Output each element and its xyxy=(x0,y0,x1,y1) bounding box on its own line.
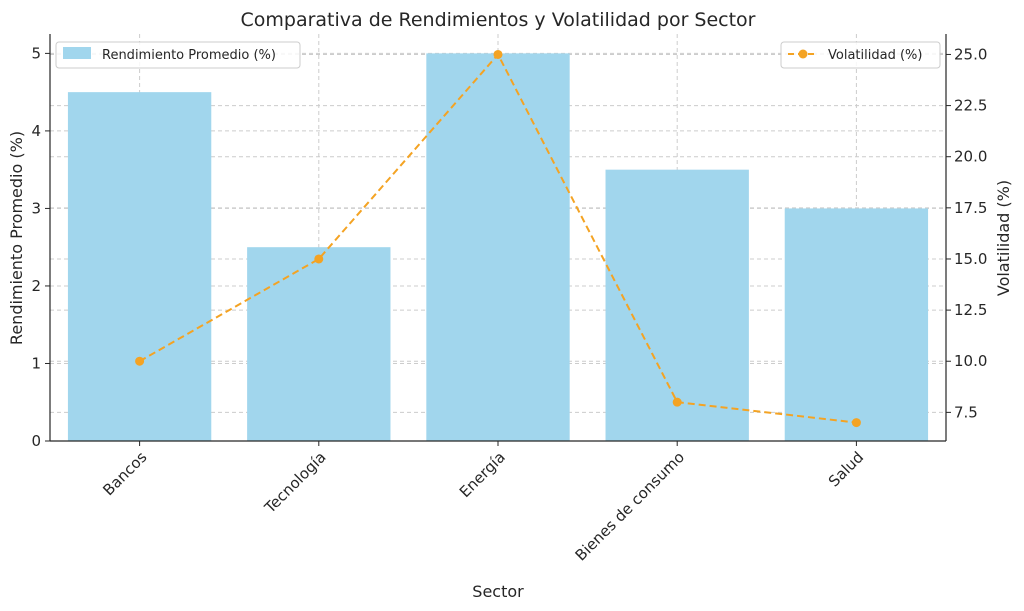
legend-bar-swatch xyxy=(63,47,91,59)
x-tick-label: Energía xyxy=(456,448,509,501)
y2-tick-label: 17.5 xyxy=(954,199,987,217)
legend-bar-label: Rendimiento Promedio (%) xyxy=(102,48,276,63)
y-tick-label: 1 xyxy=(31,354,41,372)
y-axis-right-label: Volatilidad (%) xyxy=(994,180,1013,296)
x-axis-ticks: Bancos Tecnología Energía Bienes de consumo… xyxy=(99,441,867,564)
y2-tick-label: 10.0 xyxy=(954,352,987,370)
y-tick-label: 2 xyxy=(31,277,41,295)
y-tick-label: 3 xyxy=(31,199,41,217)
bar xyxy=(426,53,570,441)
y-axis-left-ticks: 0 1 2 3 4 5 xyxy=(31,44,50,450)
y-axis-right-ticks: 7.5 10.0 12.5 15.0 17.5 20.0 22.5 25.0 xyxy=(946,45,987,421)
legend-bar: Rendimiento Promedio (%) xyxy=(55,41,301,69)
x-tick-label: Salud xyxy=(825,448,867,490)
bar xyxy=(67,92,212,442)
line-point xyxy=(135,356,145,366)
legend-bar-box xyxy=(55,41,301,69)
line-series xyxy=(135,49,861,428)
legend-line-marker xyxy=(798,49,808,59)
y2-tick-label: 15.0 xyxy=(954,250,987,268)
x-tick-label: Bienes de consumo xyxy=(572,448,688,564)
legend-line-label: Volatilidad (%) xyxy=(828,48,922,63)
line-point xyxy=(672,397,682,407)
y-tick-label: 0 xyxy=(31,432,41,450)
x-tick-label: Tecnología xyxy=(260,448,329,517)
legend-line-box xyxy=(780,41,941,69)
line-point xyxy=(851,418,861,428)
y2-tick-label: 22.5 xyxy=(954,97,987,115)
x-axis-label: Sector xyxy=(472,582,524,601)
y2-tick-label: 20.0 xyxy=(954,148,987,166)
y2-tick-label: 12.5 xyxy=(954,301,987,319)
bar xyxy=(784,208,929,441)
x-tick-label: Bancos xyxy=(99,448,150,499)
bar xyxy=(247,247,391,441)
chart-title: Comparativa de Rendimientos y Volatilida… xyxy=(240,9,755,31)
line-point xyxy=(314,254,324,264)
bar-series xyxy=(67,53,929,442)
y-tick-label: 5 xyxy=(31,44,41,62)
y2-tick-label: 7.5 xyxy=(954,403,978,421)
y2-tick-label: 25.0 xyxy=(954,45,987,63)
line-point xyxy=(493,49,503,59)
y-axis-left-label: Rendimiento Promedio (%) xyxy=(7,131,26,345)
y-tick-label: 4 xyxy=(31,122,41,140)
legend-line: Volatilidad (%) xyxy=(780,41,941,69)
bar xyxy=(605,169,749,441)
